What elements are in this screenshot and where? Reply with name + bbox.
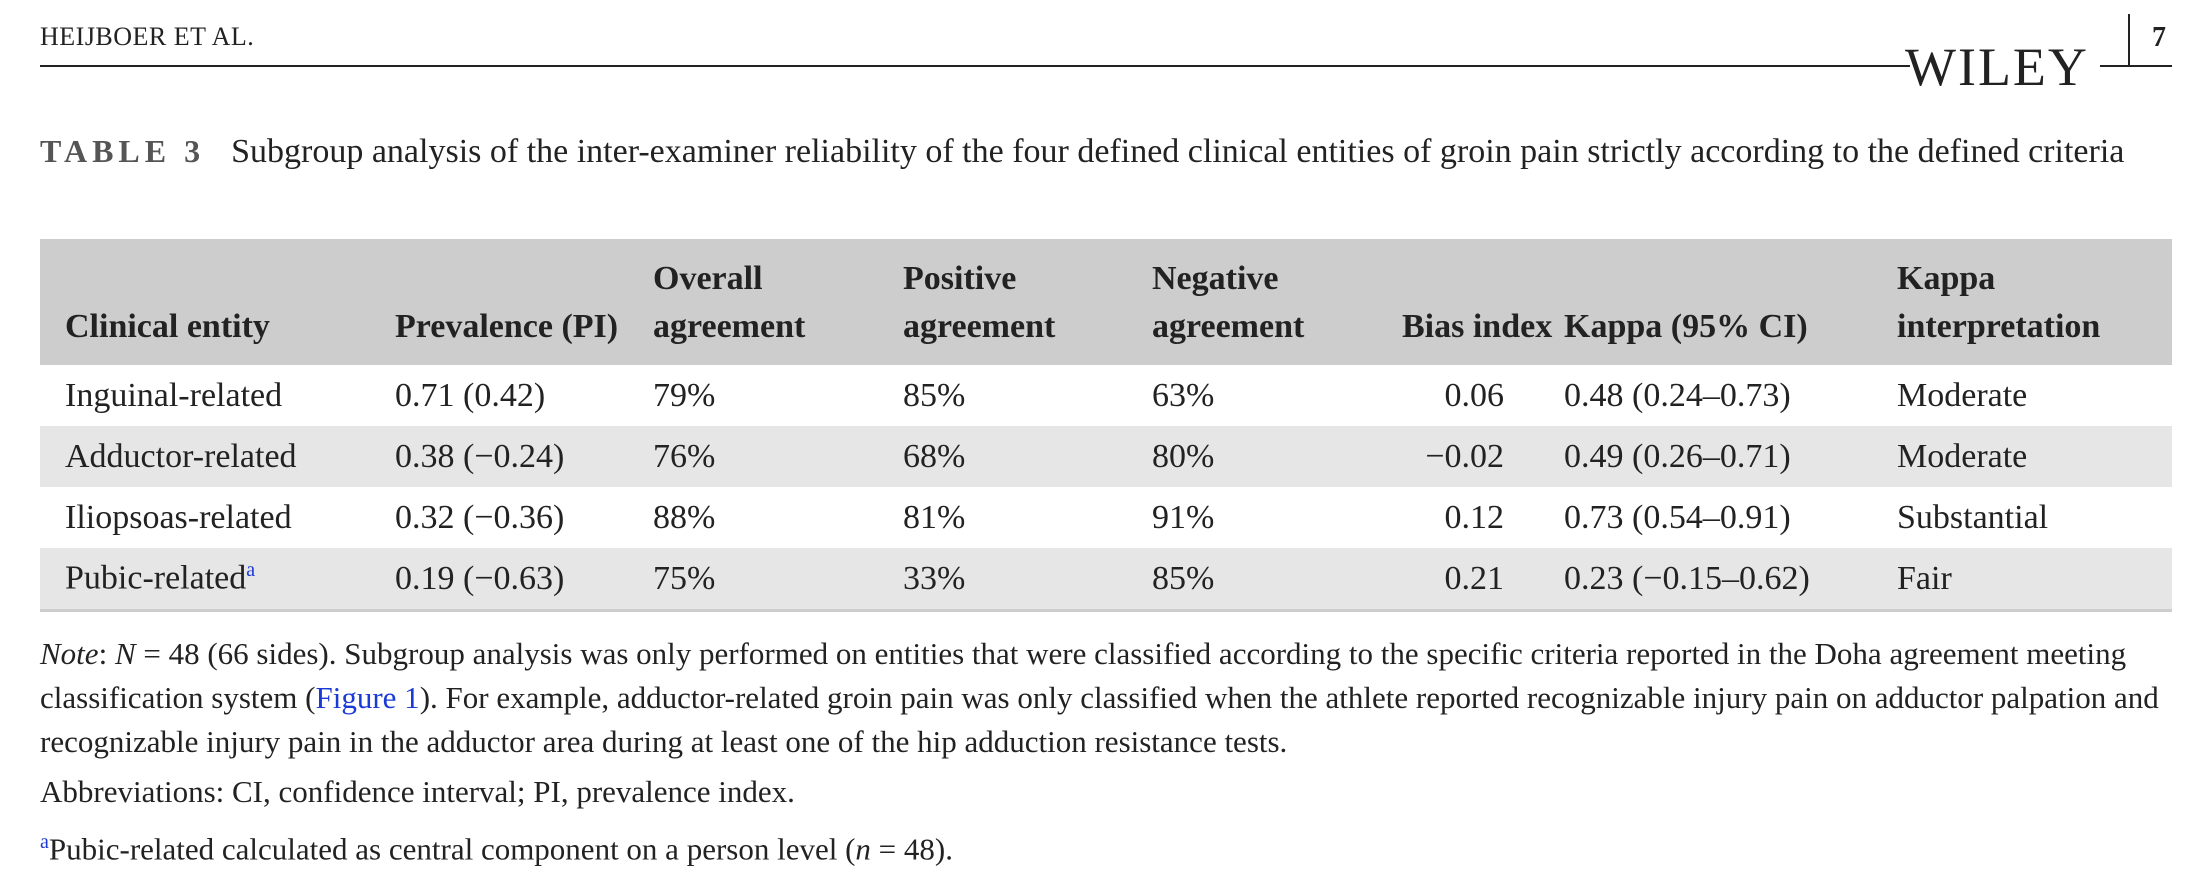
table-cell: 0.23 (−0.15–0.62): [1564, 548, 1897, 612]
table-cell: Substantial: [1897, 498, 2049, 536]
data-table: Clinical entity Prevalence (PI) Overall ag…: [40, 239, 2172, 612]
table-cell: 75%: [653, 548, 903, 612]
cell-text: Pubic-related: [65, 559, 247, 597]
table-cell: 0.73 (0.54–0.91): [1564, 498, 1791, 536]
table-cell: 0.48 (0.24–0.73): [1564, 376, 1791, 414]
table-cell: 63%: [1152, 376, 1215, 414]
note: Abbreviations: CI, confidence interval; …: [40, 770, 2180, 814]
running-head: HEIJBOER ET AL.: [40, 22, 255, 51]
footnote-mark: a: [246, 559, 256, 582]
column-header: Bias index: [1402, 239, 1564, 365]
column-header: Kappa interpretation: [1897, 239, 2172, 365]
table-caption: TABLE 3 Subgroup analysis of the inter-ex…: [40, 126, 2180, 177]
table-label: TABLE 3: [40, 133, 206, 169]
column-header: Negative agreement: [1152, 239, 1402, 365]
note-text: Abbreviations: CI, confidence interval; …: [40, 774, 795, 809]
table-cell: Pubic-relateda: [40, 548, 395, 612]
table-cell: 0.21: [1402, 548, 1564, 612]
note-text: = 48 (66 sides). Subgroup analysis was o…: [40, 636, 2127, 715]
header-row: Clinical entity Prevalence (PI) Overall ag…: [40, 239, 2172, 365]
note-text: n: [855, 831, 871, 867]
column-header: Kappa (95% CI): [1564, 239, 1897, 365]
caption-text: Subgroup analysis of the inter-examiner …: [231, 133, 2125, 170]
table-cell: 0.32 (−0.36): [395, 498, 565, 536]
header-rule: [40, 65, 1910, 67]
column-header: Clinical entity: [40, 239, 395, 365]
table-body: Inguinal-related 0.71 (0.42) 79% 85% 63% 0.06…: [40, 365, 2172, 612]
table-cell: 0.06: [1444, 376, 1505, 414]
page-number: 7: [2152, 22, 2166, 53]
table-cell: 85%: [903, 376, 966, 414]
table-cell: 0.12: [1444, 498, 1505, 536]
table-cell: 0.38 (−0.24): [395, 426, 653, 487]
table-cell: 0.49 (0.26–0.71): [1564, 426, 1897, 487]
note-text: Pubic-related calculated as central comp…: [48, 831, 856, 867]
table-cell: Adductor-related: [40, 426, 395, 487]
header-rule: [2100, 65, 2172, 67]
table-notes: Note: N = 48 (66 sides). Subgroup analys…: [40, 632, 2180, 877]
table-cell: Moderate: [1897, 376, 2028, 414]
table-cell: 79%: [653, 376, 716, 414]
figure-link: Figure 1: [315, 680, 420, 715]
table-cell: 81%: [903, 498, 966, 536]
header-divider: [2128, 14, 2130, 66]
note-text: Note: [40, 636, 99, 671]
table-cell: Fair: [1897, 548, 2172, 612]
table-cell: 85%: [1152, 548, 1402, 612]
note-text: N: [114, 636, 136, 671]
table-cell: 88%: [653, 498, 716, 536]
table-row: Pubic-relateda 0.19 (−0.63) 75% 33% 85% 0.21 0…: [40, 548, 2172, 612]
column-header: Overall agreement: [653, 239, 903, 365]
note-text: = 48).: [870, 831, 953, 867]
publisher-logo: WILEY: [1905, 37, 2089, 97]
table-cell: −0.02: [1402, 426, 1564, 487]
table-row: Adductor-related 0.38 (−0.24) 76% 68% 80% −0.…: [40, 426, 2172, 487]
table-cell: 80%: [1152, 426, 1402, 487]
table-cell: Iliopsoas-related: [65, 498, 292, 536]
note: aPubic-related calculated as central com…: [40, 820, 2180, 871]
note-text: ). For example, adductor-related groin p…: [40, 680, 2159, 759]
table-cell: 0.19 (−0.63): [395, 548, 653, 612]
table-cell: Inguinal-related: [65, 376, 283, 414]
note-text: a: [40, 831, 49, 853]
table-row: Inguinal-related 0.71 (0.42) 79% 85% 63% 0.06…: [40, 365, 2172, 426]
table-cell: 76%: [653, 426, 903, 487]
table-cell: Moderate: [1897, 426, 2172, 487]
note: Note: N = 48 (66 sides). Subgroup analys…: [40, 632, 2180, 764]
table-row: Iliopsoas-related 0.32 (−0.36) 88% 81% 91% 0.…: [40, 487, 2172, 548]
column-header: Positive agreement: [903, 239, 1152, 365]
table-cell: 33%: [903, 548, 1152, 612]
table-cell: 68%: [903, 426, 1152, 487]
table-cell: 91%: [1152, 498, 1215, 536]
column-header: Prevalence (PI): [395, 239, 653, 365]
note-text: :: [98, 636, 115, 671]
table-cell: 0.71 (0.42): [395, 376, 546, 414]
